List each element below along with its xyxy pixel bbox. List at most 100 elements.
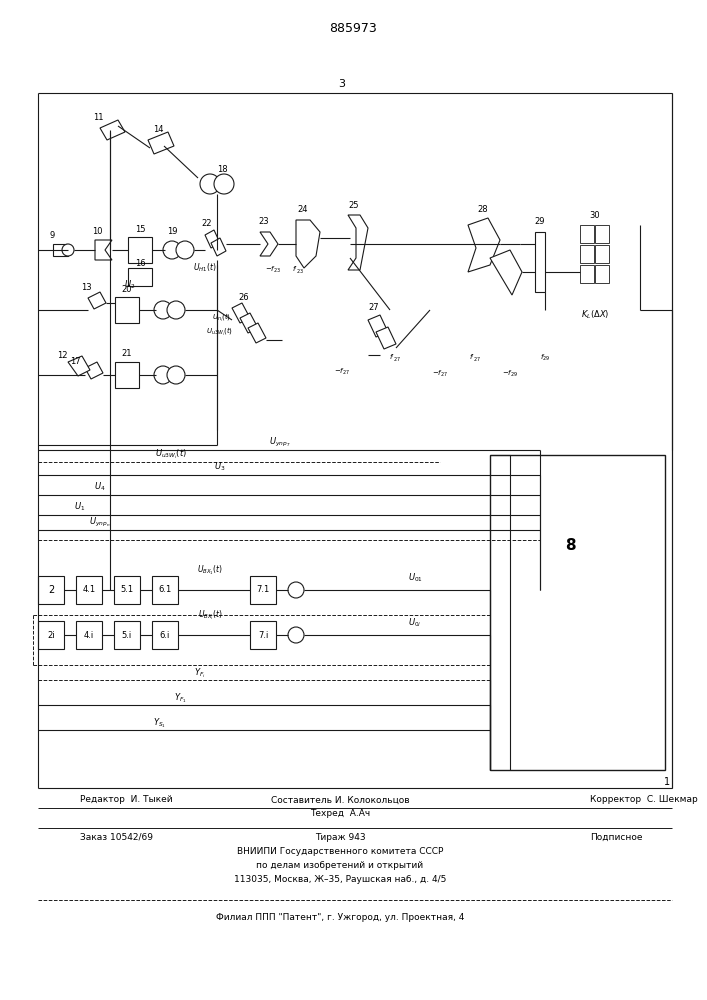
Text: Подписное: Подписное [590,832,643,842]
Text: $Y_{F_i}$: $Y_{F_i}$ [194,666,206,680]
Text: $-f_{27}$: $-f_{27}$ [334,367,350,377]
Polygon shape [232,303,250,323]
Bar [595,225,609,243]
Text: 13: 13 [81,284,91,292]
Text: 6.1: 6.1 [158,585,172,594]
Polygon shape [296,220,320,268]
Text: $U_{u3W_i}(t)$: $U_{u3W_i}(t)$ [206,326,233,338]
Text: 8: 8 [565,538,575,552]
Text: 885973: 885973 [329,21,377,34]
Text: 14: 14 [153,125,163,134]
Bar [38,576,64,604]
Text: 2i: 2i [47,631,55,640]
Text: $f'_{23}$: $f'_{23}$ [292,264,305,276]
Polygon shape [211,238,226,256]
Bar [76,576,102,604]
Text: 28: 28 [478,206,489,215]
Ellipse shape [167,366,185,384]
Text: Заказ 10542/69: Заказ 10542/69 [80,832,153,842]
Text: 22: 22 [201,220,212,229]
Polygon shape [100,120,125,140]
Text: $-f_{27}$: $-f_{27}$ [432,369,448,379]
Polygon shape [85,362,103,379]
Text: 113035, Москва, Ж–35, Раушская наб., д. 4/5: 113035, Москва, Ж–35, Раушская наб., д. … [234,876,446,884]
Text: 1: 1 [664,777,670,787]
Text: $K_L(\Delta X)$: $K_L(\Delta X)$ [581,309,609,321]
Bar [250,621,276,649]
Text: 27: 27 [368,304,380,312]
Bar [128,237,152,263]
Text: 15: 15 [135,225,145,233]
Bar [114,576,140,604]
Text: Составитель И. Колокольцов: Составитель И. Колокольцов [271,796,409,804]
Text: 9: 9 [49,232,54,240]
Text: $U_1$: $U_1$ [74,501,86,513]
Polygon shape [376,327,396,349]
Ellipse shape [176,241,194,259]
Text: 3: 3 [339,79,346,89]
Polygon shape [88,292,106,309]
Bar [580,225,594,243]
Text: $U_4$: $U_4$ [94,481,106,493]
Text: $Y_{S_1}$: $Y_{S_1}$ [153,716,167,730]
Bar [580,265,594,283]
Polygon shape [368,315,388,337]
Text: $U_{ynp_n}$: $U_{ynp_n}$ [89,515,111,529]
Text: $U_2$: $U_2$ [124,279,136,291]
Bar [595,245,609,263]
Text: $U_{01}$: $U_{01}$ [407,572,423,584]
Text: 4.1: 4.1 [83,585,95,594]
Text: 17: 17 [70,358,81,366]
Ellipse shape [163,241,181,259]
Bar [115,297,139,323]
Bar [490,455,665,770]
Text: 6.i: 6.i [160,631,170,640]
Bar [115,362,139,388]
Text: 11: 11 [93,113,103,122]
Text: 19: 19 [167,228,177,236]
Text: 12: 12 [57,352,67,360]
Text: $U_{ynp_T}$: $U_{ynp_T}$ [269,435,291,449]
Text: $U_{u3W_i}(t)$: $U_{u3W_i}(t)$ [155,447,187,461]
Ellipse shape [200,174,220,194]
Text: 29: 29 [534,218,545,227]
Bar [152,621,178,649]
Polygon shape [95,240,112,260]
Ellipse shape [288,582,304,598]
Text: 7.1: 7.1 [257,585,269,594]
Text: 23: 23 [259,218,269,227]
Text: 10: 10 [92,228,103,236]
Text: Тираж 943: Тираж 943 [315,832,366,842]
Text: $U_{n_i}(t)$: $U_{n_i}(t)$ [212,312,231,324]
Text: $U_{BX_i}(t)$: $U_{BX_i}(t)$ [198,608,222,622]
Polygon shape [68,356,90,376]
Polygon shape [240,313,258,333]
Ellipse shape [214,174,234,194]
Polygon shape [205,230,220,248]
Bar [580,245,594,263]
Bar [250,576,276,604]
Polygon shape [248,323,266,343]
Bar [152,576,178,604]
Text: 7.i: 7.i [258,631,268,640]
Bar [76,621,102,649]
Ellipse shape [154,301,172,319]
Text: $-f_{23}$: $-f_{23}$ [265,265,281,275]
Bar [53,244,68,256]
Ellipse shape [62,244,74,256]
Bar [114,621,140,649]
Text: 25: 25 [349,200,359,210]
Text: Филиал ППП "Патент", г. Ужгород, ул. Проектная, 4: Филиал ППП "Патент", г. Ужгород, ул. Про… [216,914,464,922]
Text: $f'_{27}$: $f'_{27}$ [389,352,401,364]
Polygon shape [490,250,522,295]
Text: 26: 26 [239,292,250,302]
Text: 20: 20 [122,284,132,294]
Text: $Y_{F_1}$: $Y_{F_1}$ [174,691,187,705]
Text: Техред  А.Ач: Техред А.Ач [310,808,370,818]
Text: 21: 21 [122,350,132,359]
Polygon shape [468,218,500,272]
Text: $U_{H1}(t)$: $U_{H1}(t)$ [193,262,216,274]
Text: Редактор  И. Тыкей: Редактор И. Тыкей [80,796,173,804]
Text: 5.1: 5.1 [120,585,134,594]
Bar [128,268,152,286]
